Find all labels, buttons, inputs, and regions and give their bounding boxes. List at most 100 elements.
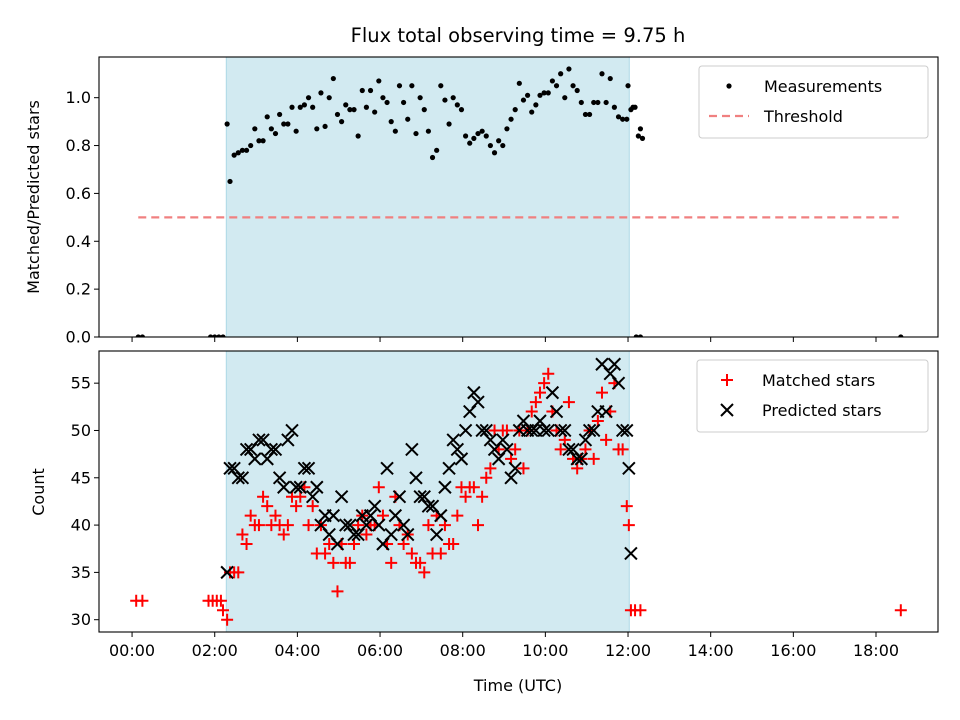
count-panel-legend-box <box>696 359 929 433</box>
ratio-panel-measurements-point <box>442 97 448 103</box>
ratio-panel-measurements-point <box>285 121 291 127</box>
count-panel-predicted-stars-point <box>504 471 518 485</box>
ratio-panel-measurements-point <box>537 92 543 98</box>
ratio-panel-measurements-point <box>624 116 630 122</box>
ratio-panel-measurements-point <box>252 126 258 132</box>
x-tick-label: 06:00 <box>357 641 403 660</box>
count-panel-predicted-stars-point <box>372 518 386 532</box>
count-panel-predicted-stars-point <box>231 471 245 485</box>
ratio-panel-measurements-point <box>413 130 419 137</box>
ratio-panel-measurements-point <box>216 334 222 337</box>
count-panel-matched-stars-point <box>302 519 315 532</box>
ratio-panel-measurements-point <box>135 334 141 337</box>
count-panel-predicted-stars-point <box>582 423 597 438</box>
count-panel-matched-stars-point <box>252 519 265 532</box>
ratio-panel-measurements-point <box>558 71 564 77</box>
ratio-panel-measurements-point <box>343 102 349 108</box>
count-panel-predicted-stars-point <box>277 480 291 494</box>
ratio-panel-y-axis: 0.0 0.2 0.4 0.6 0.8 1.0 <box>66 88 99 347</box>
count-panel-predicted-stars-point <box>450 442 465 457</box>
count-panel-matched-stars-point <box>587 452 600 465</box>
ratio-panel-measurements-point <box>243 147 250 153</box>
ratio-panel-legend-measurements-label: Measurements <box>764 77 882 96</box>
count-panel-predicted-stars-point <box>587 423 601 438</box>
ratio-panel-measurements-point <box>570 83 576 89</box>
count-panel-predicted-stars-point <box>500 442 514 457</box>
count-panel-predicted-stars-point <box>392 489 407 504</box>
count-panel-matched-stars-point <box>281 519 294 532</box>
ratio-panel-measurements-point <box>635 133 641 139</box>
count-panel-predicted-stars-point <box>248 452 262 466</box>
x-tick-label: 04:00 <box>274 641 320 660</box>
count-panel-predicted-stars-point <box>541 423 555 438</box>
count-panel-y-tick-label: 35 <box>71 563 91 582</box>
count-panel-predicted-stars-point <box>264 442 279 457</box>
count-panel-predicted-stars-point <box>442 461 456 476</box>
chart-title: Flux total observing time = 9.75 h <box>351 24 686 47</box>
ratio-panel-measurements-point <box>429 154 436 161</box>
count-panel-predicted-stars-point <box>281 433 295 447</box>
count-panel-predicted-stars-point <box>330 537 345 551</box>
count-panel-marks <box>130 357 907 626</box>
ratio-panel-measurements-point <box>438 83 444 89</box>
count-panel-legend-predicted-stars-label: Predicted stars <box>762 401 882 420</box>
count-panel-predicted-stars-point <box>401 527 415 542</box>
count-panel-matched-stars-point <box>331 585 344 598</box>
ratio-panel-measurements-point <box>553 83 560 89</box>
ratio-panel-legend-threshold-label: Threshold <box>763 107 843 126</box>
ratio-panel-measurements-point <box>578 99 584 106</box>
count-panel-predicted-stars-point <box>396 518 411 532</box>
count-panel-matched-stars-point <box>533 386 546 399</box>
count-panel-legend-predicted-stars-swatch <box>720 403 734 417</box>
ratio-panel-measurements-point <box>314 126 320 132</box>
ratio-panel-measurements-point <box>475 130 481 137</box>
count-panel-matched-stars-point <box>476 490 489 503</box>
ratio-panel-measurements-point <box>272 130 279 137</box>
ratio-panel-measurements-point <box>239 147 246 153</box>
ratio-panel-measurements-point <box>467 140 473 146</box>
ratio-panel-measurements-point <box>212 334 218 337</box>
ratio-panel-measurements-point <box>277 111 283 118</box>
ratio-panel-measurements-point <box>516 80 522 86</box>
ratio-panel-measurements-point <box>363 104 370 110</box>
ratio-panel-measurements-point <box>591 99 597 106</box>
ratio-panel-measurements-point <box>508 116 514 122</box>
ratio-panel-measurements-point <box>305 95 312 101</box>
count-panel-matched-stars-point <box>480 471 493 484</box>
ratio-panel-measurements-point <box>421 107 427 113</box>
ratio-panel-measurements-point <box>376 78 382 84</box>
ratio-panel-measurements-point <box>351 107 357 113</box>
count-panel-matched-stars-point <box>422 519 435 532</box>
count-panel-predicted-stars-point <box>235 471 250 485</box>
count-panel-predicted-stars-point <box>429 527 444 542</box>
count-panel-matched-stars-point <box>240 538 253 551</box>
count-panel-matched-stars-point <box>216 604 229 617</box>
count-panel-predicted-stars-point <box>438 480 452 494</box>
ratio-panel-measurements-point <box>384 99 390 106</box>
ratio-panel-y-tick-label: 0.4 <box>66 232 91 251</box>
ratio-panel-measurements-point <box>562 95 568 101</box>
ratio-panel-legend-measurements-swatch <box>726 83 732 89</box>
ratio-panel-measurements-point <box>301 102 308 108</box>
ratio-panel-measurements-point <box>566 66 572 72</box>
count-panel-predicted-stars-point <box>301 461 316 476</box>
ratio-panel-measurements-point <box>367 87 374 94</box>
count-panel-predicted-stars-point <box>558 423 572 438</box>
ratio-panel-measurements-point <box>310 104 316 110</box>
ratio-panel-measurements-point <box>462 133 469 139</box>
count-panel-y-tick-label: 50 <box>71 421 91 440</box>
count-panel-predicted-stars-point <box>297 461 312 476</box>
x-tick-label: 12:00 <box>605 641 651 660</box>
count-panel-x-ticks: 00:00 02:00 04:00 06:00 08:00 10:00 12:00 14:00… <box>109 632 899 660</box>
ratio-panel-measurements-point <box>529 109 535 115</box>
ratio-panel-y-tick-label: 0.8 <box>66 136 91 155</box>
ratio-panel-measurements-point <box>347 107 353 113</box>
ratio-panel-measurements-point <box>504 126 510 132</box>
count-panel-predicted-stars-point <box>574 452 589 466</box>
ratio-panel-measurements-point <box>396 83 403 89</box>
count-panel-matched-stars-point <box>634 604 647 617</box>
count-panel-predicted-stars-point <box>434 508 448 523</box>
count-panel-predicted-stars-point <box>599 404 613 419</box>
count-panel-predicted-stars-point <box>545 385 560 400</box>
ratio-panel-measurements-point <box>318 90 324 96</box>
